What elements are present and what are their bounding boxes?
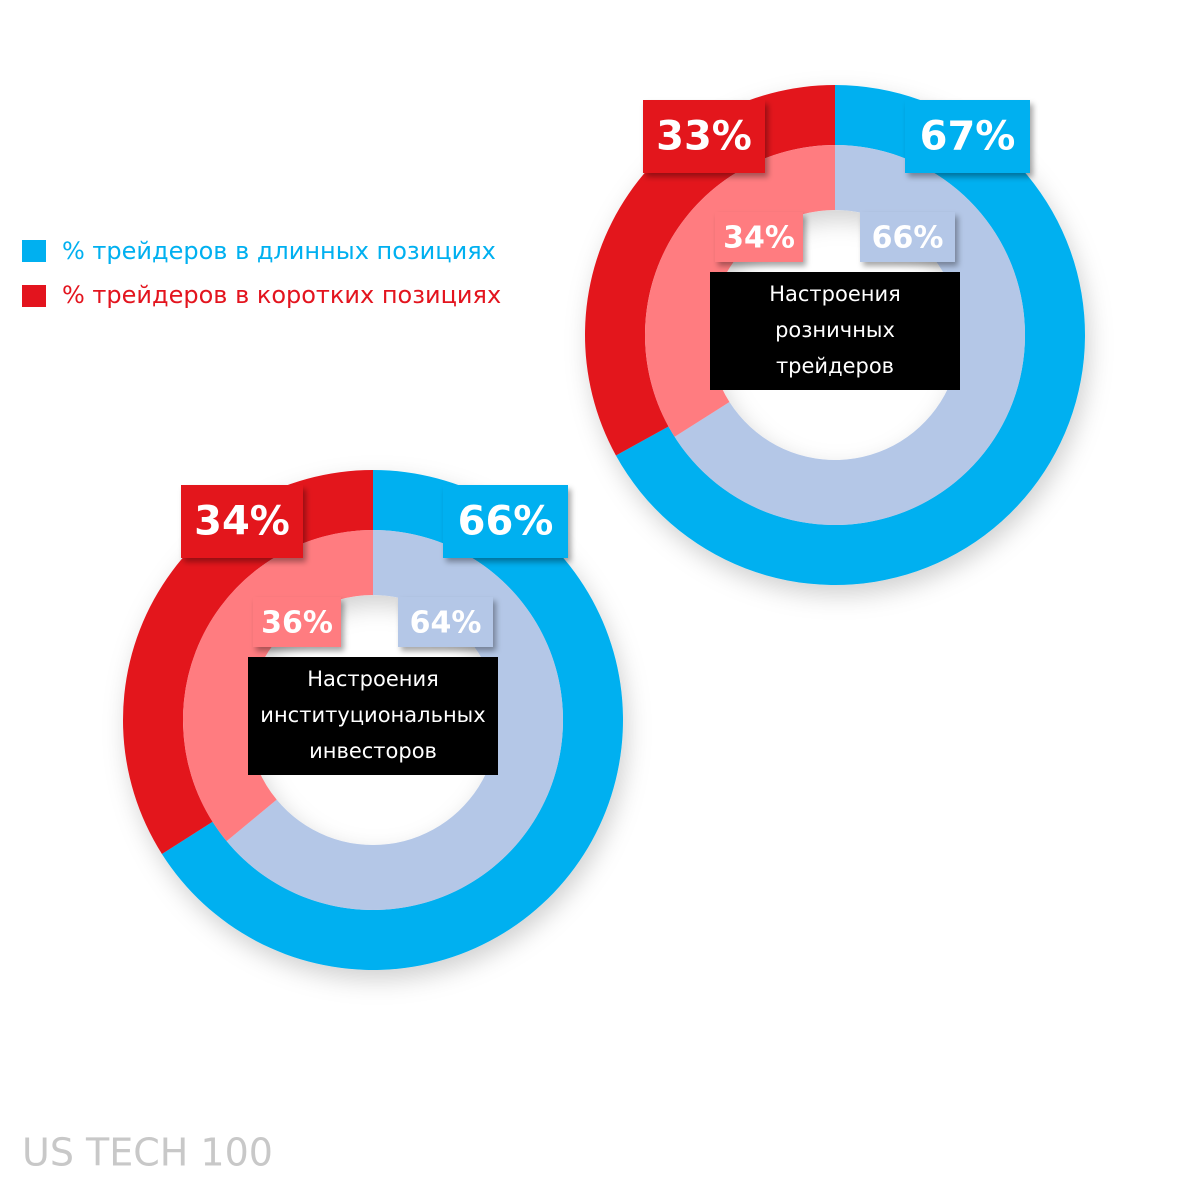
legend-swatch [22,285,46,307]
label-box [715,212,803,262]
data-label: 34% [194,499,290,545]
title-box [248,657,498,775]
chart-title: инвесторов [309,739,437,763]
chart-title: институциональных [260,703,485,727]
title-box [710,272,960,390]
legend-label: % трейдеров в длинных позициях [62,237,496,265]
donut-segment [122,470,373,854]
data-label: 67% [920,114,1016,160]
chart-title: Настроения [769,282,901,306]
chart-title: Настроения [307,667,439,691]
data-label: 64% [410,606,482,641]
label-box [643,100,765,173]
data-label: 33% [656,114,752,160]
data-label: 66% [458,499,554,545]
label-box [860,212,955,262]
data-label: 34% [723,221,795,256]
footer: US TECH 100 [22,1131,273,1175]
chart-title: трейдеров [776,354,894,378]
label-box [253,597,341,647]
data-label: 66% [872,221,944,256]
donut-segment [585,85,835,456]
label-box [398,597,493,647]
donut-segment [183,530,373,842]
chart-title: розничных [775,318,895,342]
legend-label: % трейдеров в коротких позициях [62,281,501,309]
label-box [905,100,1030,173]
label-box [443,485,568,558]
data-label: 36% [261,606,333,641]
label-box [181,485,303,558]
legend-swatch [22,240,46,262]
